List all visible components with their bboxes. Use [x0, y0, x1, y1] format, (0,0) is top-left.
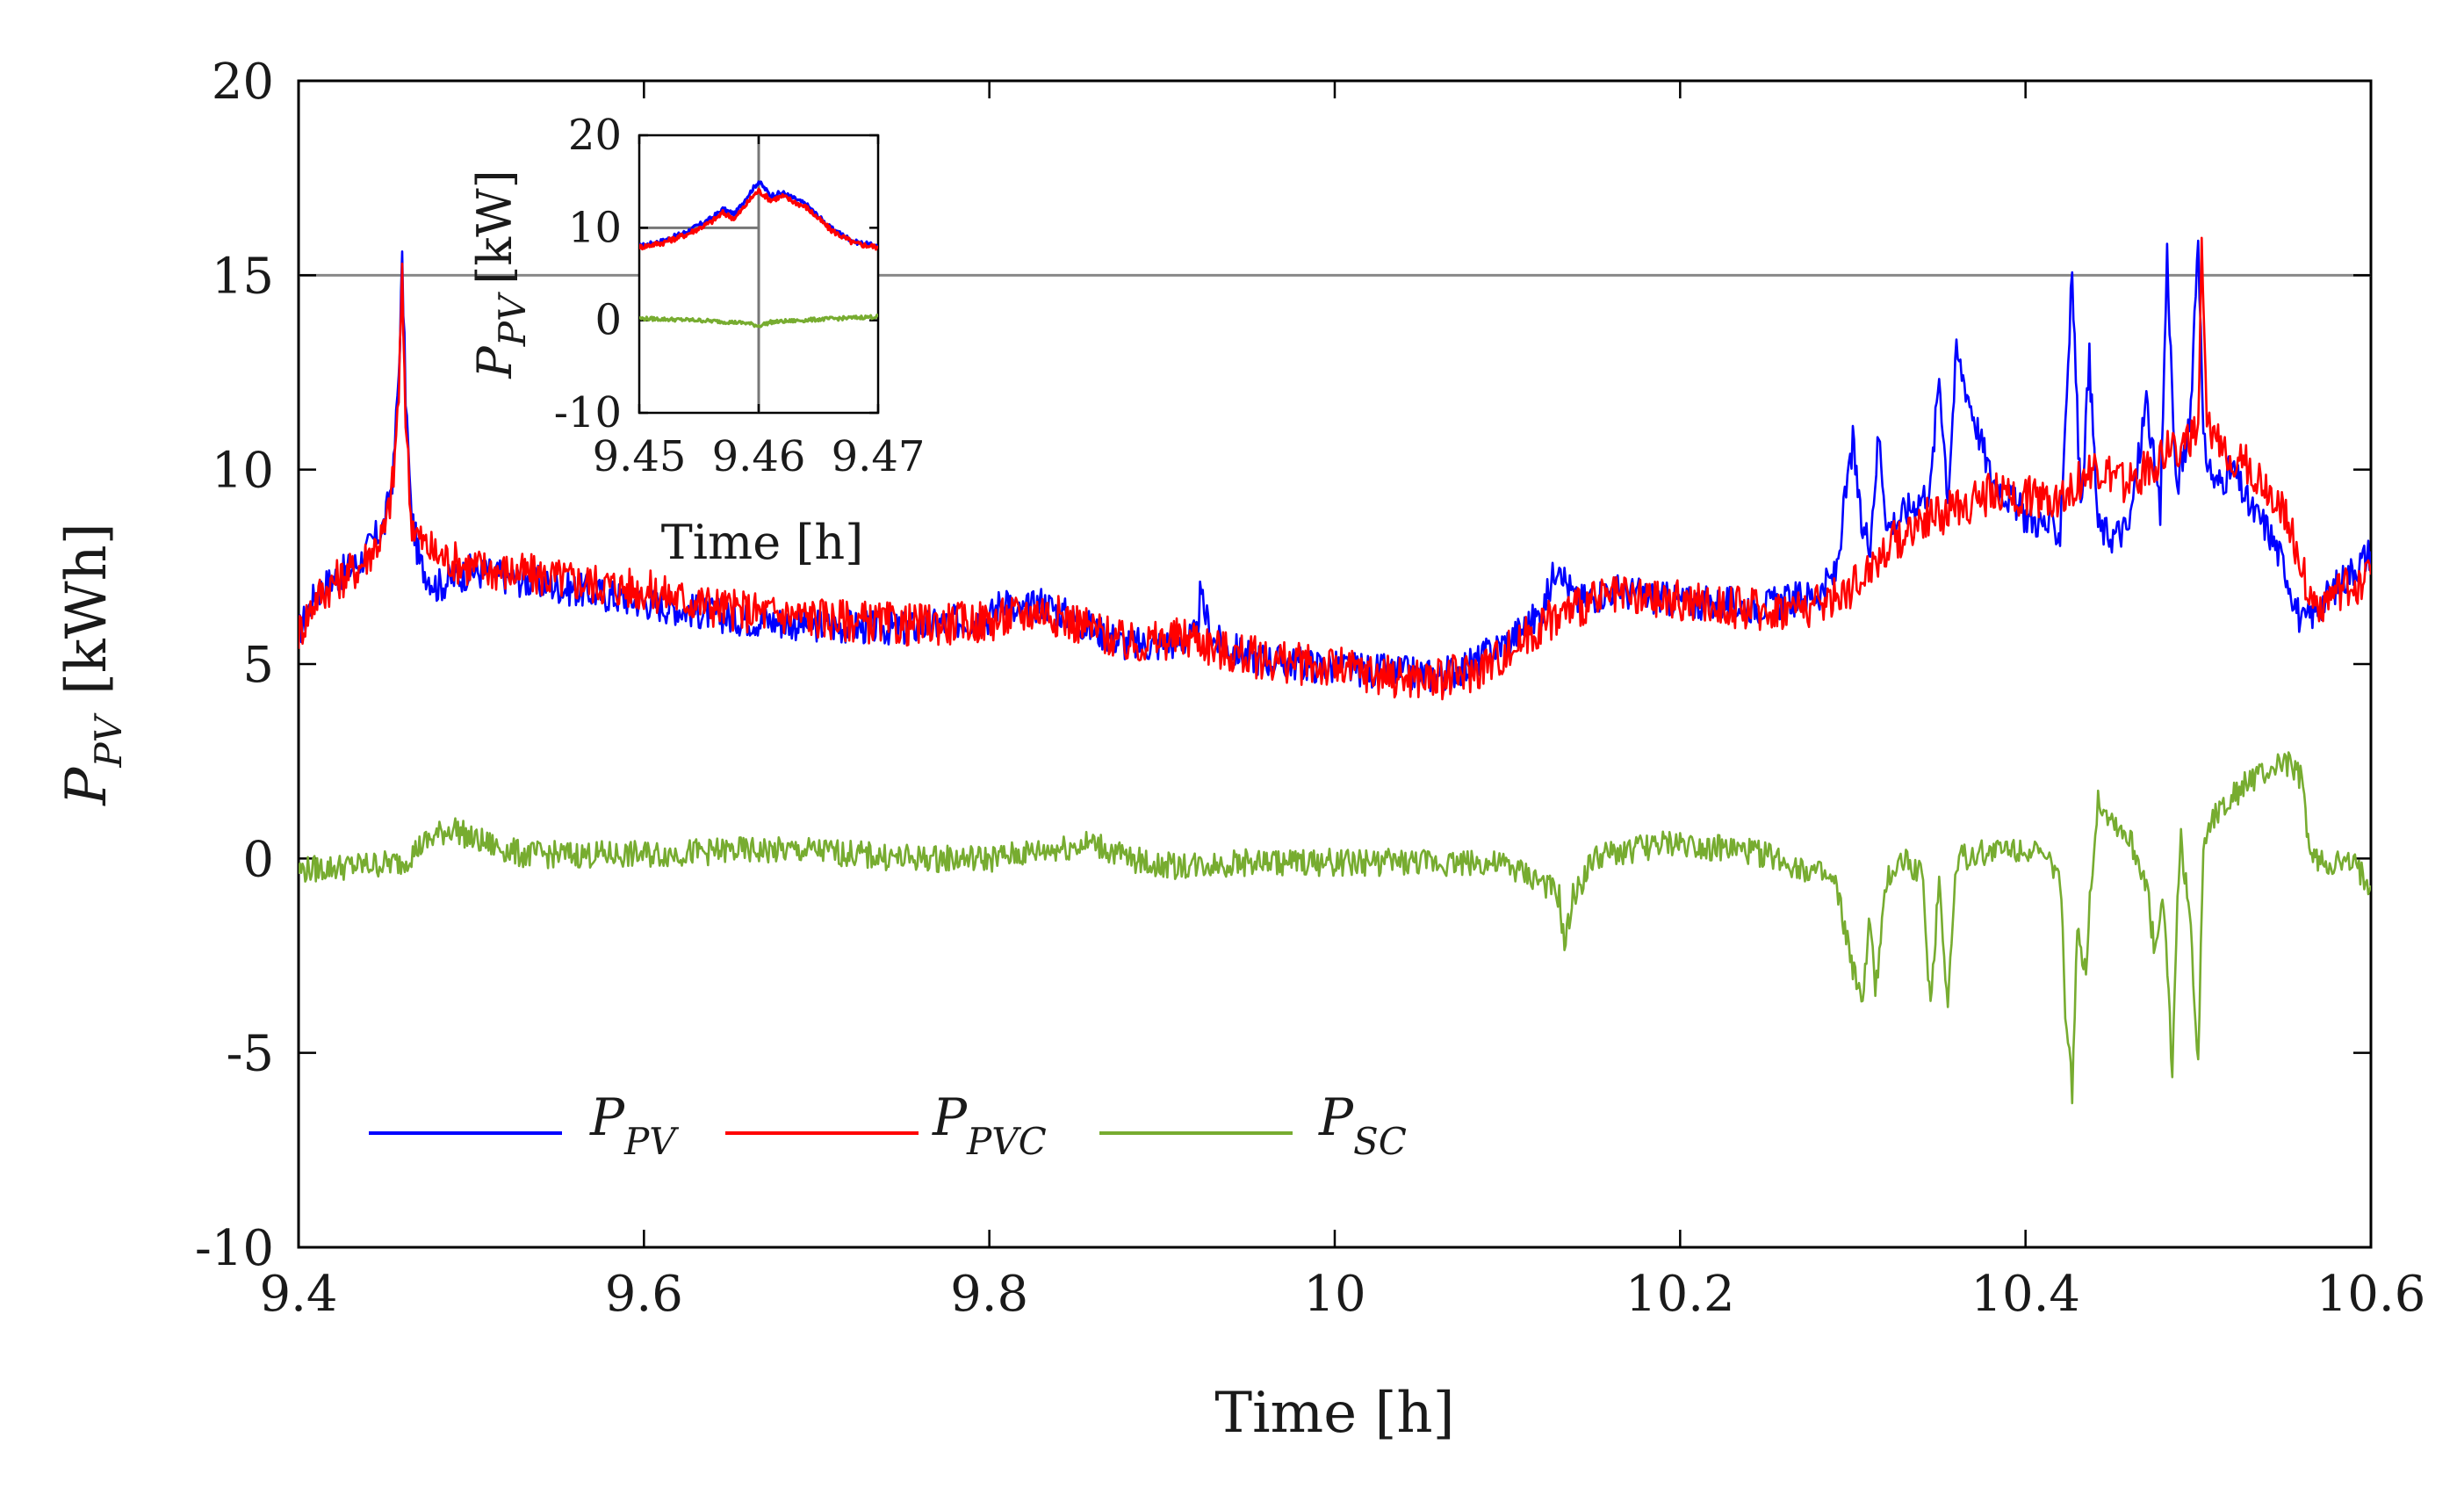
svg-text:PPV[kW]: PPV[kW] — [467, 170, 534, 379]
y-tick-label: 0 — [242, 831, 274, 888]
svg-text:PPV[kWh]: PPV[kWh] — [54, 523, 130, 805]
series-line-p-pvc — [639, 187, 878, 251]
y-tick-label: -10 — [195, 1220, 274, 1277]
inset-plot: 9.45 9.46 9.47 -10 0 10 20 PPV[kW] Time [h] — [467, 111, 925, 570]
x-tick-label: 9.46 — [712, 432, 806, 481]
y-tick-label: 20 — [568, 111, 622, 160]
inset-x-axis-title: Time [h] — [661, 515, 864, 570]
inset-y-axis-title: PPV[kW] — [467, 170, 534, 379]
y-tick-label: 5 — [242, 637, 274, 694]
legend-label-pvc: PPVC — [932, 1087, 1047, 1163]
legend: PPV PPVC PSC — [369, 1087, 1407, 1163]
x-tick-label: 9.4 — [259, 1266, 337, 1323]
series-line-p-sc — [299, 751, 2371, 1105]
y-tick-label: 15 — [212, 248, 274, 305]
x-axis-title: Time [h] — [1214, 1381, 1454, 1446]
x-tick-label: 10 — [1303, 1266, 1365, 1323]
x-tick-label: 9.47 — [832, 432, 926, 481]
x-tick-label: 10.6 — [2316, 1266, 2426, 1323]
x-tick-label: 10.4 — [1970, 1266, 2080, 1323]
series-line-p-sc — [639, 314, 878, 329]
y-tick-label: 20 — [212, 54, 274, 111]
series-line-p-pvc — [299, 236, 2371, 701]
y-tick-label: 10 — [568, 203, 622, 252]
y-tick-label: 0 — [594, 296, 622, 345]
x-tick-label: 9.6 — [605, 1266, 683, 1323]
y-tick-label: -5 — [226, 1026, 274, 1083]
y-tick-label: 10 — [212, 443, 274, 500]
main-plot: 9.4 9.6 9.8 10 10.2 10.4 10.6 -10 -5 0 5 10 15 20 PPV… — [54, 54, 2425, 1446]
legend-label-sc: PSC — [1318, 1087, 1407, 1163]
y-tick-label: -10 — [554, 388, 622, 437]
x-tick-label: 9.8 — [950, 1266, 1028, 1323]
y-axis-title: PPV[kWh] — [54, 523, 130, 805]
x-tick-label: 9.45 — [593, 432, 687, 481]
x-tick-label: 10.2 — [1625, 1266, 1735, 1323]
legend-label-pv: PPV — [589, 1087, 679, 1163]
